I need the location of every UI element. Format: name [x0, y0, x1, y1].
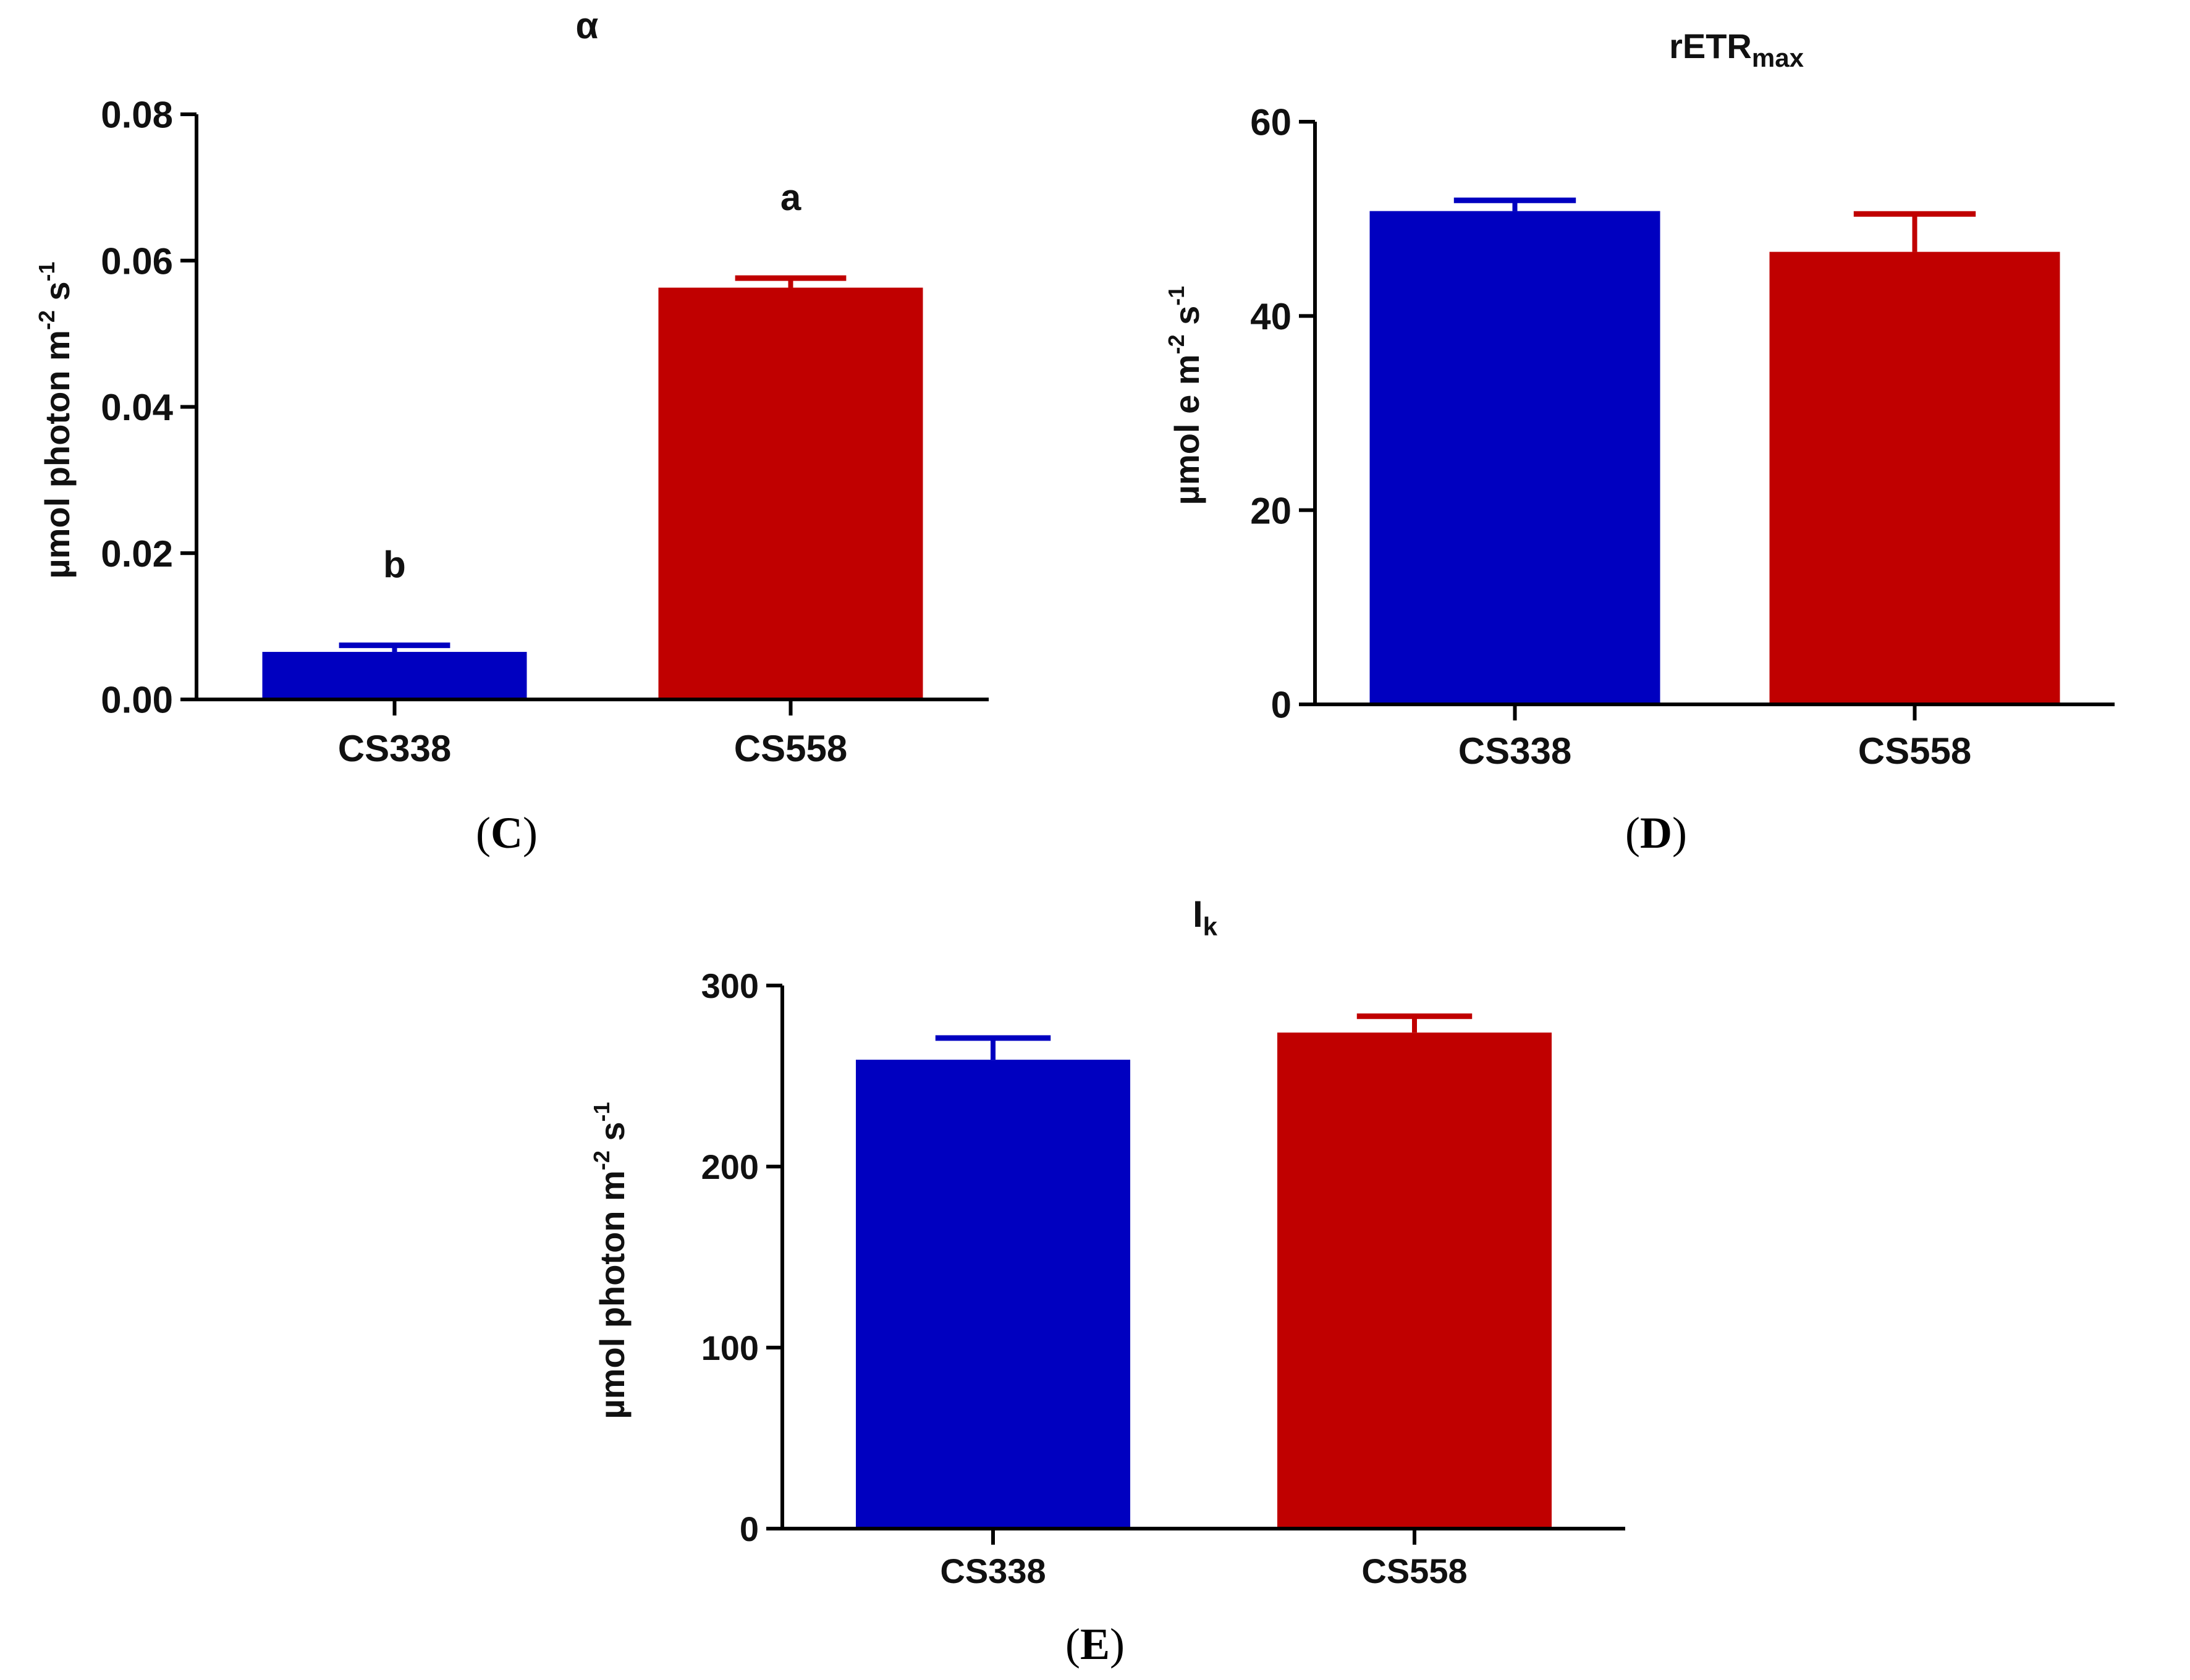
- x-tick-label: CS558: [734, 728, 847, 769]
- plot-area: 0 100 200 300 CS338 CS558: [701, 966, 1625, 1590]
- error-bar: [935, 1035, 1051, 1060]
- panel-label: (D): [1625, 808, 1687, 858]
- y-tick-label: 0: [1271, 685, 1292, 726]
- significance-label: b: [383, 544, 406, 585]
- x-tick-label: CS338: [338, 728, 451, 769]
- bar-cs338: [856, 1060, 1130, 1529]
- y-tick-label: 60: [1250, 102, 1292, 143]
- chart-title: rETRmax: [1669, 27, 1804, 72]
- y-tick-label: 20: [1250, 490, 1292, 531]
- y-axis-label: µmol e m-2 s-1: [1164, 286, 1206, 505]
- chart-panel-c: α µmol photon m-2 s-1 b a 0.00 0.02 0.04 0.06…: [34, 5, 989, 858]
- y-tick-label: 40: [1250, 296, 1292, 337]
- y-axis-label: µmol photon m-2 s-1: [589, 1102, 632, 1419]
- panel-label: (C): [476, 808, 538, 858]
- y-tick-label: 0.08: [101, 95, 173, 136]
- y-tick-label: 0: [740, 1509, 759, 1548]
- y-tick-label: 0.00: [101, 680, 173, 721]
- panel-label: (E): [1065, 1619, 1125, 1669]
- significance-label: a: [780, 177, 801, 218]
- bar-cs338: [262, 652, 527, 699]
- error-bar: [735, 275, 847, 288]
- y-tick-label: 300: [701, 966, 759, 1005]
- error-bar: [339, 642, 450, 652]
- chart-panel-e: Ik µmol photon m-2 s-1 0 100 200 300 CS338 CS…: [589, 893, 1625, 1669]
- y-tick-label: 0.04: [101, 387, 173, 428]
- y-tick-label: 0.06: [101, 240, 173, 282]
- bar-cs558: [1277, 1032, 1552, 1529]
- x-tick-label: CS338: [940, 1551, 1046, 1590]
- x-tick-label: CS338: [1458, 730, 1571, 772]
- y-tick-label: 100: [701, 1328, 759, 1367]
- chart-title: α: [576, 5, 599, 46]
- bar-cs558: [658, 287, 923, 700]
- x-tick-label: CS558: [1361, 1551, 1467, 1590]
- error-bar: [1356, 1013, 1473, 1033]
- x-tick-label: CS558: [1858, 730, 1971, 772]
- plot-area: b a 0.00 0.02 0.04 0.06 0.08 CS338 CS558: [101, 95, 989, 769]
- chart-panel-d: rETRmax µmol e m-2 s-1 0 20 40 60 CS338 CS558…: [1164, 27, 2115, 858]
- plot-area: 0 20 40 60 CS338 CS558: [1250, 102, 2115, 772]
- y-tick-label: 200: [701, 1147, 759, 1186]
- error-bar: [1853, 211, 1976, 252]
- chart-title: Ik: [1193, 893, 1218, 941]
- y-tick-label: 0.02: [101, 533, 173, 575]
- bar-cs338: [1369, 211, 1660, 704]
- bar-cs558: [1769, 251, 2060, 704]
- error-bar: [1453, 197, 1576, 211]
- y-axis-label: µmol photon m-2 s-1: [34, 261, 77, 578]
